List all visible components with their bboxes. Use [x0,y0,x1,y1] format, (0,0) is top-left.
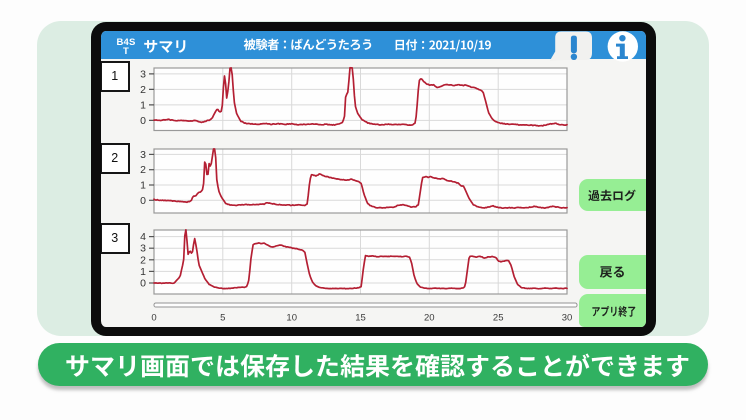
svg-text:25: 25 [493,313,504,324]
svg-text:2: 2 [140,164,146,176]
svg-text:15: 15 [355,313,366,324]
svg-text:3: 3 [140,243,146,255]
svg-text:1: 1 [140,180,146,192]
svg-text:0: 0 [140,195,146,207]
svg-text:0: 0 [140,278,146,290]
svg-text:20: 20 [424,313,435,324]
svg-text:2: 2 [140,84,146,96]
svg-text:30: 30 [562,313,573,324]
svg-text:3: 3 [140,149,146,161]
svg-text:3: 3 [140,68,146,80]
svg-text:2: 2 [140,254,146,266]
svg-text:1: 1 [140,266,146,278]
svg-text:5: 5 [220,313,225,324]
svg-text:0: 0 [151,313,156,324]
svg-text:4: 4 [140,231,146,243]
svg-text:10: 10 [286,313,297,324]
svg-text:1: 1 [140,99,146,111]
svg-text:0: 0 [140,115,146,127]
